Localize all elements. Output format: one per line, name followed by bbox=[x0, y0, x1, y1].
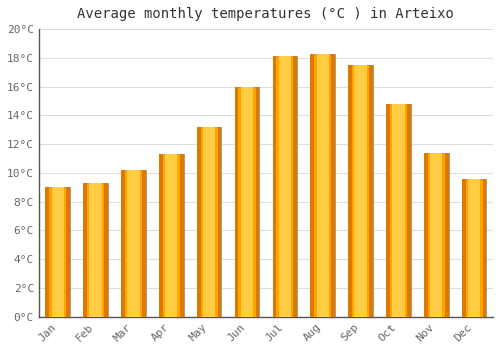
Bar bbox=[310, 54, 314, 317]
Bar bbox=[424, 153, 428, 317]
Bar bbox=[90, 183, 102, 317]
Bar bbox=[121, 170, 146, 317]
Bar bbox=[84, 183, 108, 317]
Bar bbox=[462, 179, 466, 317]
Bar bbox=[407, 104, 410, 317]
Bar bbox=[128, 170, 140, 317]
Bar bbox=[159, 154, 184, 317]
Bar bbox=[256, 86, 260, 317]
Bar bbox=[332, 54, 335, 317]
Bar bbox=[278, 56, 291, 317]
Bar bbox=[482, 179, 486, 317]
Bar bbox=[142, 170, 146, 317]
Title: Average monthly temperatures (°C ) in Arteixo: Average monthly temperatures (°C ) in Ar… bbox=[78, 7, 454, 21]
Bar bbox=[197, 127, 200, 317]
Bar bbox=[159, 154, 162, 317]
Bar bbox=[84, 183, 87, 317]
Bar bbox=[104, 183, 108, 317]
Bar bbox=[272, 56, 297, 317]
Bar bbox=[234, 86, 238, 317]
Bar bbox=[46, 187, 70, 317]
Bar bbox=[218, 127, 222, 317]
Bar bbox=[424, 153, 448, 317]
Bar bbox=[121, 170, 125, 317]
Bar bbox=[430, 153, 442, 317]
Bar bbox=[468, 179, 480, 317]
Bar bbox=[462, 179, 486, 317]
Bar bbox=[241, 86, 253, 317]
Bar bbox=[386, 104, 410, 317]
Bar bbox=[348, 65, 352, 317]
Bar bbox=[52, 187, 64, 317]
Bar bbox=[272, 56, 276, 317]
Bar bbox=[197, 127, 222, 317]
Bar bbox=[46, 187, 49, 317]
Bar bbox=[354, 65, 366, 317]
Bar bbox=[445, 153, 448, 317]
Bar bbox=[66, 187, 70, 317]
Bar bbox=[203, 127, 215, 317]
Bar bbox=[310, 54, 335, 317]
Bar bbox=[348, 65, 373, 317]
Bar bbox=[294, 56, 297, 317]
Bar bbox=[234, 86, 260, 317]
Bar bbox=[180, 154, 184, 317]
Bar bbox=[165, 154, 177, 317]
Bar bbox=[316, 54, 329, 317]
Bar bbox=[369, 65, 373, 317]
Bar bbox=[392, 104, 404, 317]
Bar bbox=[386, 104, 390, 317]
